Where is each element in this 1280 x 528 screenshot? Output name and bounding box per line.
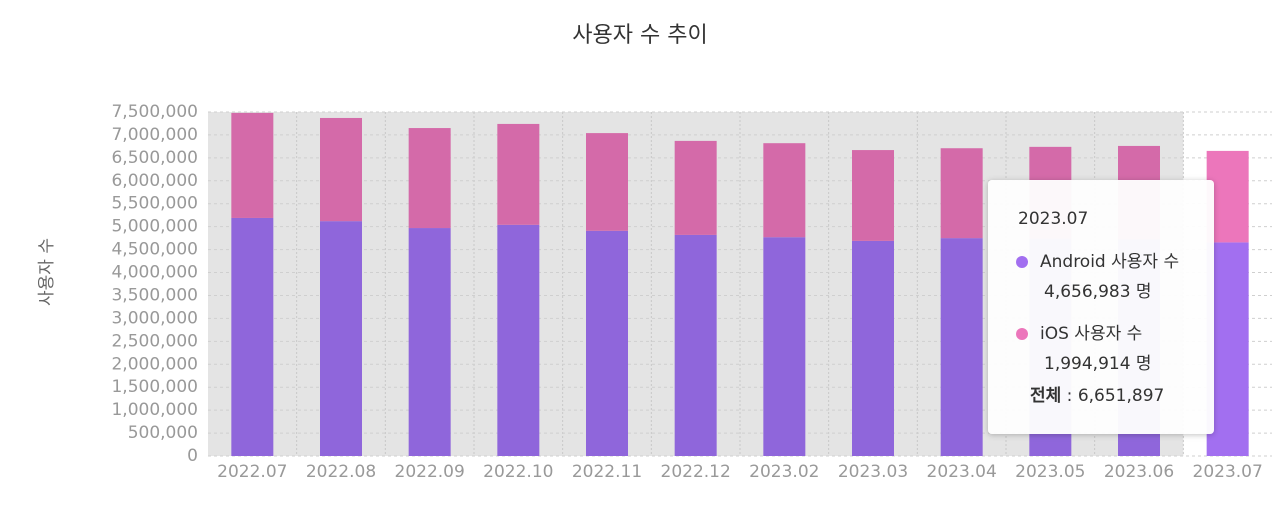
tooltip-box	[988, 180, 1214, 434]
tooltip-series-name: iOS 사용자 수	[1040, 324, 1142, 344]
x-tick-label: 2023.05	[1015, 462, 1085, 482]
chart-title: 사용자 수 추이	[572, 23, 707, 48]
x-tick-label: 2023.06	[1104, 462, 1174, 482]
x-tick-label: 2022.11	[572, 462, 642, 482]
bar-segment	[320, 117, 362, 222]
x-tick-label: 2022.12	[661, 462, 731, 482]
y-tick-label: 0	[187, 446, 198, 466]
x-tick-label: 2022.07	[217, 462, 287, 482]
y-tick-label: 1,500,000	[111, 377, 198, 397]
y-tick-label: 2,000,000	[111, 354, 198, 374]
x-tick-label: 2023.07	[1193, 462, 1263, 482]
tooltip-marker	[1016, 256, 1028, 268]
y-tick-label: 1,000,000	[111, 400, 198, 420]
bar-segment	[408, 228, 451, 456]
tooltip-series-name: Android 사용자 수	[1040, 252, 1179, 272]
y-tick-label: 7,000,000	[111, 125, 198, 145]
tooltip-total-label: 전체	[1030, 386, 1061, 406]
y-tick-label: 6,500,000	[111, 148, 198, 168]
bar-segment	[408, 128, 451, 229]
y-tick-label: 5,000,000	[111, 217, 198, 237]
x-tick-label: 2022.09	[395, 462, 465, 482]
tooltip-value: 1,994,914 명	[1044, 354, 1152, 374]
bar-segment	[940, 148, 983, 239]
y-tick-label: 4,500,000	[111, 240, 198, 260]
x-tick-label: 2022.08	[306, 462, 376, 482]
bar-segment	[940, 238, 983, 456]
bar-segment	[586, 133, 628, 231]
x-tick-label: 2023.02	[749, 462, 819, 482]
bar-segment	[497, 123, 540, 225]
y-tick-label: 500,000	[128, 423, 198, 443]
tooltip-marker	[1016, 328, 1028, 340]
y-tick-label: 4,000,000	[111, 263, 198, 283]
y-tick-label: 3,500,000	[111, 285, 198, 305]
bar-segment	[763, 143, 806, 238]
x-tick-label: 2022.10	[483, 462, 553, 482]
y-tick-label: 3,000,000	[111, 308, 198, 328]
tooltip-total: 전체 : 6,651,897	[1030, 386, 1164, 406]
bar-segment	[231, 217, 274, 456]
tooltip-title: 2023.07	[1018, 209, 1088, 229]
y-tick-label: 6,000,000	[111, 171, 198, 191]
x-tick-label: 2023.04	[927, 462, 997, 482]
x-tick-label: 2023.03	[838, 462, 908, 482]
bar-segment	[674, 234, 717, 456]
bar-segment	[231, 112, 274, 218]
bar-segment	[852, 240, 894, 456]
bar-segment	[497, 224, 540, 456]
tooltip: 2023.07 Android 사용자 수 4,656,983 명 iOS 사용자 수…	[988, 180, 1214, 434]
bar-segment	[763, 237, 806, 456]
y-tick-label: 5,500,000	[111, 194, 198, 214]
bar-segment	[320, 221, 362, 456]
bar-segment	[674, 140, 717, 235]
tooltip-total-value: : 6,651,897	[1061, 386, 1164, 406]
y-tick-label: 7,500,000	[111, 102, 198, 122]
y-axis-label: 사용자 수	[37, 238, 57, 306]
bar-segment	[852, 150, 894, 241]
bar-segment	[586, 230, 628, 456]
tooltip-value: 4,656,983 명	[1044, 282, 1152, 302]
y-tick-label: 2,500,000	[111, 331, 198, 351]
